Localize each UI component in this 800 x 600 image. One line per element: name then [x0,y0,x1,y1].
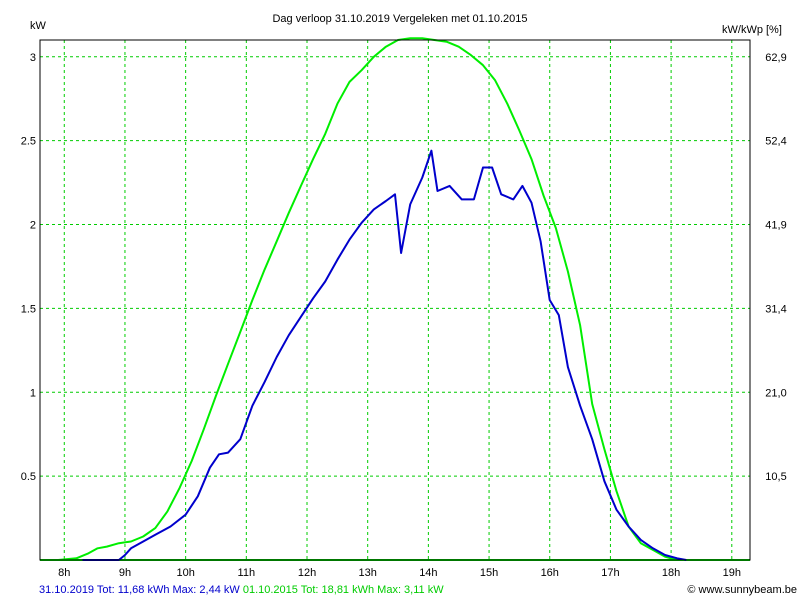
legend-series-2019: 31.10.2019 Tot: 11,68 kWh Max: 2,44 kW [39,584,240,596]
x-tick-label: 19h [723,567,741,579]
grid [40,40,750,560]
y-tick-label-right: 52,4 [765,136,786,148]
series-line-1 [82,149,687,561]
credit-text: © www.sunnybeam.be [687,584,797,596]
x-tick-label: 11h [238,567,256,579]
left-axis-unit: kW [30,20,47,32]
x-tick-label: 17h [601,567,619,579]
y-tick-label-right: 41,9 [765,220,786,232]
right-axis-unit: kW/kWp [%] [722,24,782,36]
y-tick-label-left: 2 [30,220,36,232]
x-tick-label: 16h [541,567,559,579]
chart-title: Dag verloop 31.10.2019 Vergeleken met 01… [272,13,527,25]
x-tick-label: 10h [176,567,194,579]
x-tick-label: 9h [119,567,131,579]
y-axis-right: 10,5 21,0 31,4 41,9 52,4 62,9 [765,52,786,483]
plot-frame [39,39,751,561]
legend-series-2015: 01.10.2015 Tot: 18,81 kWh Max: 3,11 kW [243,584,444,596]
y-tick-label-left: 0.5 [21,471,36,483]
y-tick-label-right: 10,5 [765,471,786,483]
y-tick-label-left: 1 [30,387,36,399]
x-tick-label: 15h [480,567,498,579]
series-layer [40,37,750,561]
x-tick-label: 12h [298,567,316,579]
x-tick-label: 8h [58,567,70,579]
x-tick-label: 14h [419,567,437,579]
series-line-0 [58,37,738,561]
y-tick-label-left: 1.5 [21,303,36,315]
x-axis: 8h 9h 10h 11h 12h 13h 14h 15h 16h 17h 18h 19h [58,567,741,579]
y-axis-left: 0.5 1 1.5 2 2.5 3 [21,52,36,483]
y-tick-label-left: 3 [30,52,36,64]
x-tick-label: 18h [662,567,680,579]
footer-legend: 31.10.2019 Tot: 11,68 kWh Max: 2,44 kW 0… [39,584,444,596]
y-tick-label-right: 21,0 [765,387,786,399]
x-tick-label: 13h [359,567,377,579]
y-tick-label-right: 31,4 [765,303,786,315]
y-tick-label-right: 62,9 [765,52,786,64]
y-tick-label-left: 2.5 [21,136,36,148]
